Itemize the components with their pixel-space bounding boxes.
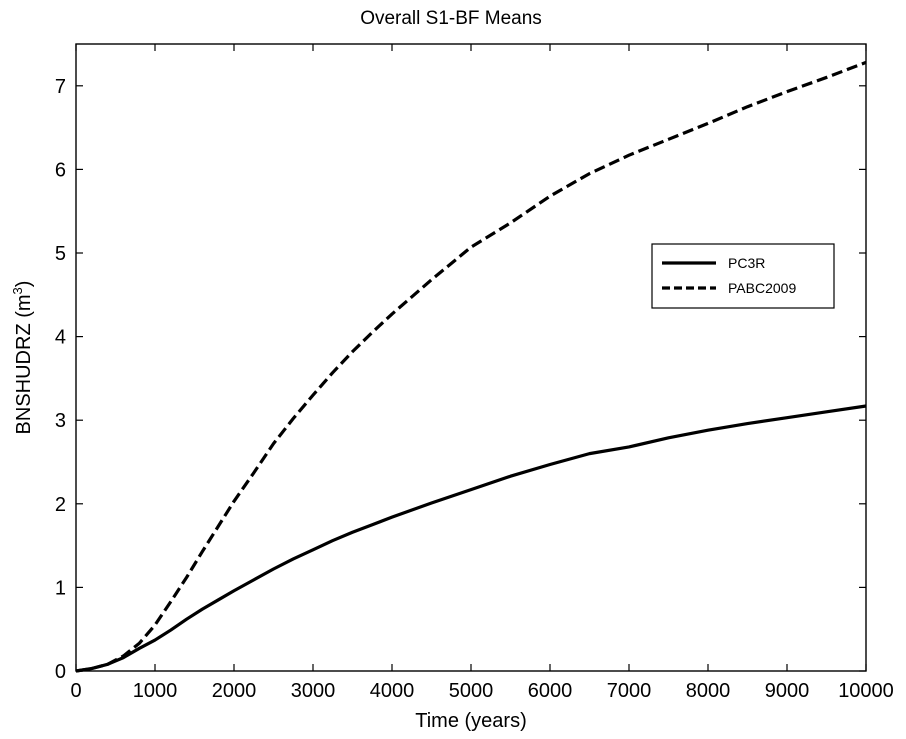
y-axis-title: BNSHUDRZ (m3) <box>10 281 35 435</box>
y-tick-label: 6 <box>55 159 66 181</box>
legend-box <box>651 243 835 309</box>
legend: PC3R PABC2009 <box>651 243 835 309</box>
series-line-pabc2009 <box>75 60 867 673</box>
x-tick-label: 10000 <box>838 680 894 702</box>
x-tick-label: 1000 <box>133 680 178 702</box>
y-tick-label: 5 <box>55 243 66 265</box>
y-tick-label: 4 <box>55 327 66 349</box>
legend-label-pabc2009: PABC2009 <box>728 280 796 296</box>
y-tick-labels: 0 1 2 3 4 5 6 7 <box>55 76 66 683</box>
x-tick-labels: 0 1000 2000 3000 4000 5000 6000 7000 8000 9000 100… <box>70 680 893 702</box>
plot-area <box>75 43 867 673</box>
x-tick-label: 5000 <box>449 680 494 702</box>
x-tick-label: 6000 <box>528 680 573 702</box>
x-tick-label: 2000 <box>212 680 257 702</box>
y-tick-label: 7 <box>55 76 66 98</box>
series-layer <box>75 60 867 673</box>
y-tick-label: 3 <box>55 410 66 432</box>
axis-ticks <box>75 44 867 672</box>
plot-frame <box>75 43 867 672</box>
series-line-pc3r <box>75 404 867 673</box>
x-tick-label: 4000 <box>370 680 415 702</box>
legend-items: PC3R PABC2009 <box>662 255 796 296</box>
y-axis-title-superscript: 3 <box>10 287 25 294</box>
y-axis-title-close: ) <box>13 281 35 288</box>
y-axis-title-main: BNSHUDRZ (m <box>13 294 35 434</box>
x-tick-label: 0 <box>70 680 81 702</box>
x-tick-label: 9000 <box>765 680 810 702</box>
y-tick-label: 0 <box>55 661 66 683</box>
x-tick-label: 7000 <box>607 680 652 702</box>
y-tick-label: 1 <box>55 577 66 599</box>
chart-title: Overall S1-BF Means <box>360 8 542 29</box>
y-tick-label: 2 <box>55 494 66 516</box>
x-tick-label: 8000 <box>686 680 731 702</box>
x-tick-label: 3000 <box>291 680 336 702</box>
x-axis-title: Time (years) <box>415 710 526 732</box>
legend-label-pc3r: PC3R <box>728 255 765 271</box>
